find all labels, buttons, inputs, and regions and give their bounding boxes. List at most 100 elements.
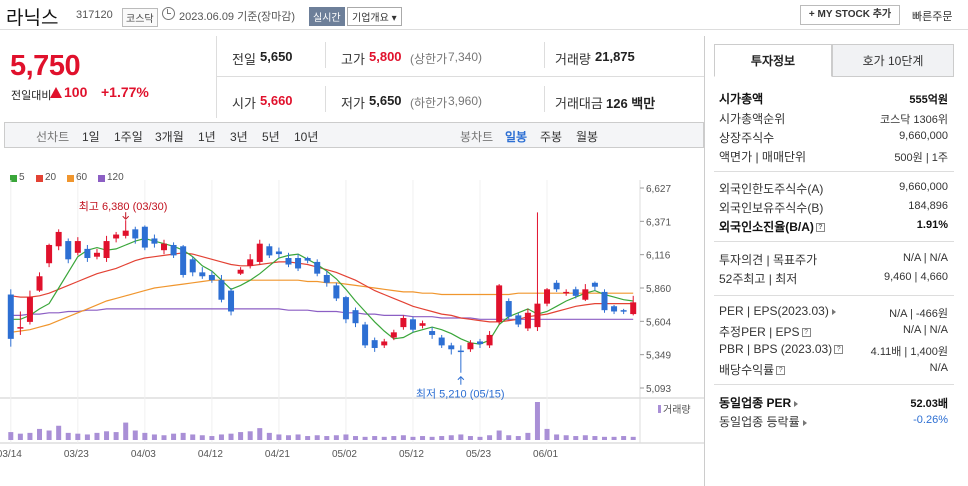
candlestick-chart[interactable]: 6,627 6,371 6,116 5,860 5,604 5,349 5,093 03/14… <box>0 180 704 486</box>
x-tick-label: 04/03 <box>131 449 156 460</box>
tab-1w[interactable]: 1주일 <box>114 130 143 144</box>
info-row-value: 52.03배 <box>910 398 948 410</box>
volume-bar <box>37 428 43 440</box>
info-row-label: 시가총액순위 <box>719 110 785 127</box>
upper-limit-label: (상한가 <box>410 52 448 66</box>
legend-ma5: 5 <box>19 172 25 183</box>
tab-weekly[interactable]: 주봉 <box>540 130 563 144</box>
info-row-value: 9,660,000 <box>899 130 948 142</box>
clock-icon <box>162 7 175 20</box>
info-row-value: N/A | -466원 <box>889 308 948 320</box>
volume-bar <box>458 434 464 440</box>
arrow-right-icon[interactable] <box>802 419 807 426</box>
tab-1y[interactable]: 1년 <box>198 130 216 144</box>
candle-body <box>285 258 292 265</box>
candle-body <box>477 341 483 345</box>
candle-body <box>438 337 445 346</box>
up-arrow-icon <box>50 87 62 98</box>
volume-bar <box>247 431 253 440</box>
realtime-button[interactable]: 실시간 <box>309 7 345 26</box>
candle-body <box>103 241 110 259</box>
tab-daily[interactable]: 일봉 <box>505 130 528 144</box>
volume-bar <box>477 436 483 440</box>
volume-bar <box>630 436 636 440</box>
divider <box>714 295 954 296</box>
info-row-label: 추정PER | EPS? <box>719 323 811 340</box>
tab-3m[interactable]: 3개월 <box>155 130 184 144</box>
tab-investment-info[interactable]: 투자정보 <box>714 44 832 77</box>
volume-bar <box>17 433 23 440</box>
volume-bar <box>506 435 512 440</box>
volume-bar <box>420 436 426 440</box>
volume-bar <box>56 425 62 440</box>
line-chart-label: 선차트 <box>36 130 70 144</box>
divider <box>714 241 954 242</box>
change-percent: +1.77% <box>101 84 149 100</box>
change-label: 전일대비 <box>11 90 52 102</box>
company-overview-dropdown[interactable]: 기업개요 ▾ <box>347 7 402 26</box>
legend-swatch-ma60 <box>67 175 74 182</box>
tab-hoga-10[interactable]: 호가 10단계 <box>832 44 954 77</box>
info-row-label: 외국인보유주식수(B) <box>719 199 823 216</box>
help-icon[interactable]: ? <box>834 345 844 355</box>
info-row-value: 500원 | 1주 <box>894 152 948 164</box>
info-row-label: 배당수익률? <box>719 361 786 378</box>
info-label-text: 외국인보유주식수(B) <box>719 201 824 215</box>
candle-body <box>36 276 43 291</box>
volume-bar <box>123 422 129 440</box>
candle-body <box>113 234 120 239</box>
help-icon[interactable]: ? <box>815 223 825 233</box>
quick-order-button[interactable]: 빠른주문 <box>912 11 953 23</box>
x-tick-label: 05/02 <box>332 449 357 460</box>
current-price: 5,750 <box>10 50 81 82</box>
arrow-right-icon[interactable] <box>794 400 799 407</box>
y-tick-label: 5,093 <box>646 384 671 395</box>
tab-3y[interactable]: 3년 <box>230 130 248 144</box>
candle-body <box>457 350 464 353</box>
tab-5y[interactable]: 5년 <box>262 130 280 144</box>
info-row-label: 액면가 | 매매단위 <box>719 148 806 165</box>
candle-body <box>122 230 129 236</box>
volume-bar <box>611 436 617 440</box>
candle-body <box>448 345 455 350</box>
low-arrow-head <box>457 376 465 381</box>
help-icon[interactable]: ? <box>801 328 811 338</box>
candle-body <box>429 331 436 335</box>
tab-1d[interactable]: 1일 <box>82 130 100 144</box>
volume-bar <box>592 436 598 440</box>
volume-bar <box>601 436 607 440</box>
volume-bar <box>295 434 301 440</box>
x-tick-label: 03/14 <box>0 449 22 460</box>
volume-bar <box>410 436 416 440</box>
candle-body <box>170 244 177 256</box>
amount-value: 126 백만 <box>606 96 656 111</box>
help-icon[interactable]: ? <box>776 366 786 376</box>
volume-bar <box>621 436 627 440</box>
arrow-right-icon[interactable] <box>831 308 836 315</box>
volume-bar <box>362 436 368 440</box>
info-label-text: 배당수익률 <box>719 363 775 377</box>
volume-bar <box>257 428 263 440</box>
add-mystock-button[interactable]: + MY STOCK 추가 <box>800 5 900 25</box>
prev-close-value: 5,650 <box>260 49 293 64</box>
volume-bar <box>285 435 291 440</box>
volume-bar <box>496 430 502 440</box>
candle-body <box>228 290 235 312</box>
candle-chart-label: 봉차트 <box>460 130 494 144</box>
volume-label: 거래량 <box>663 404 691 416</box>
info-row-value: 코스닥 1306위 <box>879 114 948 126</box>
volume-bar <box>372 436 378 440</box>
candle-body <box>84 248 91 259</box>
candle-body <box>151 238 158 244</box>
low-value: 5,650 <box>369 93 402 108</box>
x-tick-label: 05/12 <box>399 449 424 460</box>
tab-monthly[interactable]: 월봉 <box>576 130 599 144</box>
tab-10y[interactable]: 10년 <box>294 130 319 144</box>
volume-bar <box>467 436 473 440</box>
info-row-value: 9,460 | 4,660 <box>883 271 948 283</box>
volume-bar <box>238 432 244 440</box>
candle-body <box>132 229 139 239</box>
divider <box>216 76 704 77</box>
x-tick-label: 04/12 <box>198 449 223 460</box>
candle-body <box>400 317 407 328</box>
